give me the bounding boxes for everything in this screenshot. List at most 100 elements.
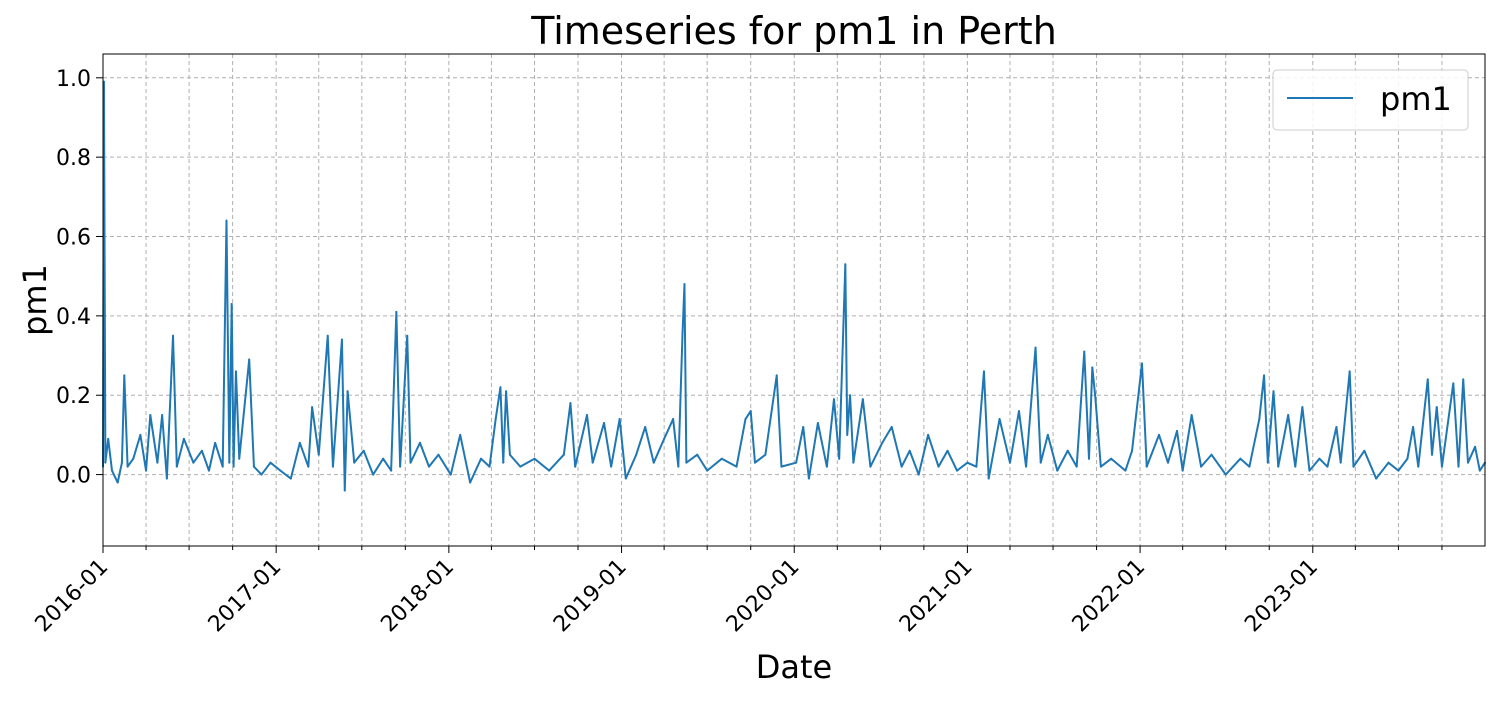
data-point [706, 469, 709, 472]
data-point [937, 465, 940, 468]
data-point [165, 477, 168, 480]
data-point [548, 469, 551, 472]
data-point [917, 473, 920, 476]
data-point [116, 481, 119, 484]
data-point [1034, 346, 1037, 349]
data-point [399, 465, 402, 468]
data-point [110, 469, 113, 472]
data-point [1335, 425, 1338, 428]
data-point [696, 453, 699, 456]
data-point [1301, 406, 1304, 409]
data-point [1158, 433, 1161, 436]
data-point [269, 461, 272, 464]
data-point [427, 465, 430, 468]
data-point [149, 414, 152, 417]
data-point [519, 465, 522, 468]
data-point [289, 477, 292, 480]
data-point [807, 477, 810, 480]
data-point [1094, 394, 1097, 397]
data-point [780, 465, 783, 468]
data-point [844, 263, 847, 266]
data-point [390, 469, 393, 472]
data-point [260, 473, 263, 476]
data-point [574, 465, 577, 468]
data-point [861, 398, 864, 401]
x-tick-label: 2016-01 [31, 555, 114, 638]
data-point [1287, 414, 1290, 417]
data-point [1017, 410, 1020, 413]
data-point [618, 418, 621, 421]
data-point [677, 465, 680, 468]
data-point [207, 469, 210, 472]
data-point [1474, 445, 1477, 448]
y-tick-label: 1.0 [56, 67, 91, 92]
data-point [624, 477, 627, 480]
data-point [1272, 390, 1275, 393]
data-point [234, 370, 237, 373]
data-point [372, 473, 375, 476]
data-point [603, 422, 606, 424]
data-point [890, 425, 893, 428]
data-point [852, 461, 855, 464]
data-point [126, 465, 129, 468]
y-tick-label: 0.8 [56, 146, 91, 171]
data-point [569, 402, 572, 405]
x-axis-label: Date [756, 648, 832, 686]
data-point [1266, 461, 1269, 464]
data-point [437, 453, 440, 456]
data-point [663, 437, 666, 440]
data-point [1140, 362, 1143, 365]
data-point [946, 449, 949, 452]
data-point [123, 374, 126, 377]
data-point [849, 394, 852, 397]
data-point [900, 465, 903, 468]
data-point [1190, 414, 1193, 417]
data-point [1417, 465, 1420, 468]
data-point [832, 398, 835, 401]
data-point [1181, 469, 1184, 472]
data-point [735, 465, 738, 468]
data-point [200, 449, 203, 452]
data-point [1308, 469, 1311, 472]
data-point [987, 477, 990, 480]
data-point [927, 433, 930, 436]
data-point [1440, 465, 1443, 468]
data-point [1087, 457, 1090, 460]
data-point [1248, 465, 1251, 468]
data-point [975, 465, 978, 468]
y-tick-label: 0.6 [56, 226, 91, 251]
data-point [230, 302, 233, 305]
data-point [409, 461, 412, 464]
data-point [1406, 457, 1409, 460]
data-point [720, 457, 723, 460]
series-layer [102, 80, 1486, 492]
y-tick-label: 0.0 [56, 464, 91, 489]
x-tick-label: 2017-01 [204, 555, 287, 638]
data-point [749, 410, 752, 413]
data-point [214, 441, 217, 444]
data-point [1462, 378, 1465, 381]
data-point [966, 461, 969, 464]
x-tick-label: 2019-01 [549, 555, 632, 638]
data-point [346, 390, 349, 393]
data-point [499, 386, 502, 389]
data-point [1083, 350, 1086, 353]
legend-label: pm1 [1380, 80, 1452, 118]
y-axis: 0.0 0.2 0.4 0.6 0.8 1.0 [56, 67, 103, 489]
data-point [802, 425, 805, 428]
data-point [459, 433, 462, 436]
data-point [182, 437, 185, 440]
data-point [1046, 433, 1049, 436]
data-point [1348, 370, 1351, 373]
data-point [683, 283, 686, 286]
data-point [508, 453, 511, 456]
legend: pm1 [1272, 69, 1469, 131]
data-point [1239, 457, 1242, 460]
data-point [1124, 469, 1127, 472]
data-point [480, 457, 483, 460]
data-point [252, 465, 255, 468]
data-point [982, 370, 985, 373]
data-point [406, 334, 409, 337]
data-point [795, 461, 798, 464]
